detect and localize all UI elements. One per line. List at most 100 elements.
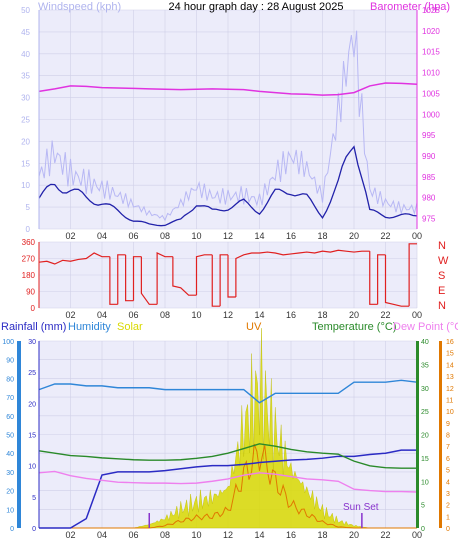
dewpoint-line [38,470,418,493]
compass-label: N [438,300,446,312]
barometer-tick-label: 995 [422,131,436,140]
humidity-tick-label: 50 [6,433,14,440]
uv-tick-label: 15 [446,351,454,358]
x-tick-label: 10 [191,310,201,320]
x-tick-label: 02 [65,310,75,320]
wind-tick-label: 15 [21,159,30,168]
humidity-tick-label: 10 [6,507,14,514]
temperature-axis-bar [416,341,419,528]
direction-tick-label: 360 [22,238,36,247]
wind-tick-label: 40 [21,50,30,59]
x-tick-label: 10 [191,530,201,540]
barometer-tick-label: 1010 [422,69,440,78]
x-tick-label: 06 [128,530,138,540]
humidity-legend-label: Humidity [68,321,111,333]
uv-tick-label: 16 [446,339,454,346]
temperature-tick-label: 40 [421,339,429,346]
uv-line [39,443,417,529]
uv-tick-label: 9 [446,421,450,428]
compass-label: E [438,285,445,297]
x-tick-label: 08 [160,231,170,241]
x-tick-label: 00 [412,231,422,241]
humidity-axis-bar [17,341,21,528]
barometer-line [38,82,418,96]
x-tick-label: 18 [317,231,327,241]
x-tick-label: 02 [65,530,75,540]
x-tick-label: 14 [254,310,264,320]
direction-tick-label: 270 [22,255,36,264]
x-tick-label: 18 [317,310,327,320]
wind-gust-line [38,30,418,222]
wind-direction-line [408,243,417,307]
barometer-axis-title: Barometer (hpa) [370,1,450,13]
wind-tick-label: 0 [26,225,31,234]
x-tick-label: 16 [286,530,296,540]
temperature-tick-label: 15 [421,456,429,463]
x-tick-label: 14 [254,530,264,540]
wind-direction-line [109,256,118,305]
x-tick-label: 20 [349,530,359,540]
wind-direction-line [235,249,370,297]
x-tick-label: 06 [128,231,138,241]
wind-direction-line [140,256,158,305]
direction-tick-label: 0 [31,304,36,313]
temperature-tick-label: 35 [421,362,429,369]
wind-direction-line [219,254,228,307]
x-tick-label: 22 [380,231,390,241]
x-tick-label: 00 [412,530,422,540]
uv-tick-label: 12 [446,386,454,393]
rainfall-tick-label: 30 [28,339,36,346]
x-tick-label: 22 [380,310,390,320]
series-layer [38,30,418,529]
x-tick-label: 10 [191,231,201,241]
wind-direction-line [369,251,378,305]
humidity-tick-label: 70 [6,395,14,402]
uv-tick-label: 7 [446,444,450,451]
humidity-tick-label: 0 [10,526,14,533]
rainfall-legend-label: Rainfall (mm) [1,321,66,333]
humidity-line [38,379,418,404]
temperature-legend-label: Temperature (°C) [312,321,396,333]
compass-label: W [438,255,449,267]
wind-tick-label: 30 [21,94,30,103]
humidity-tick-label: 90 [6,358,14,365]
windspeed-axis-title: Windspeed (kph) [38,1,121,13]
rainfall-tick-label: 10 [28,464,36,471]
wind-direction-line [227,254,236,298]
x-tick-label: 00 [412,310,422,320]
uv-tick-label: 1 [446,514,450,521]
barometer-tick-label: 980 [422,194,436,203]
x-tick-label: 14 [254,231,264,241]
x-tick-label: 12 [223,231,233,241]
x-tick-label: 16 [286,310,296,320]
temperature-tick-label: 5 [421,503,425,510]
wind-tick-label: 5 [26,203,31,212]
wind-direction-line [117,254,126,305]
wind-direction-line [172,256,197,296]
rainfall-tick-label: 25 [28,370,36,377]
x-tick-label: 18 [317,530,327,540]
x-tick-label: 06 [128,310,138,320]
x-tick-label: 20 [349,231,359,241]
uv-tick-label: 2 [446,503,450,510]
humidity-tick-label: 80 [6,376,14,383]
temperature-tick-label: 20 [421,433,429,440]
uv-axis-bar [439,341,442,528]
wind-tick-label: 20 [21,137,30,146]
uv-tick-label: 13 [446,374,454,381]
rainfall-tick-label: 20 [28,401,36,408]
rainfall-tick-label: 0 [32,526,36,533]
wind-tick-label: 35 [21,72,30,81]
rainfall-tick-label: 15 [28,433,36,440]
chart-title: 24 hour graph day : 28 August 2025 [169,1,344,13]
barometer-tick-label: 985 [422,173,436,182]
temperature-tick-label: 10 [421,479,429,486]
wind-direction-line [156,252,173,305]
wind-tick-label: 25 [21,116,30,125]
x-tick-label: 02 [65,231,75,241]
x-tick-label: 04 [97,310,107,320]
humidity-tick-label: 40 [6,451,14,458]
humidity-tick-label: 30 [6,470,14,477]
compass-label: S [438,270,445,282]
